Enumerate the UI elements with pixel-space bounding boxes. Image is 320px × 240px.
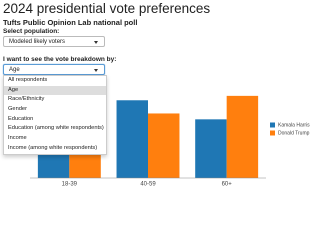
bar (195, 119, 227, 178)
dropdown-option[interactable]: Income (8, 135, 27, 142)
x-tick-label: 18-39 (62, 182, 78, 188)
dropdown-option[interactable]: Gender (8, 106, 27, 113)
legend-label: Donald Trump (278, 130, 310, 136)
page-subtitle: Tufts Public Opinion Lab national poll (3, 18, 138, 27)
bar (148, 113, 180, 178)
legend-label: Kamala Harris (278, 122, 310, 128)
dropdown-option[interactable]: All respondents (8, 77, 48, 83)
population-value: Modeled likely voters (9, 39, 66, 45)
dropdown-option[interactable]: Age (4, 85, 106, 96)
breakdown-options: All respondents Age Race/Ethnicity Gender Ed… (3, 75, 107, 155)
bar (116, 100, 148, 178)
legend-swatch (270, 122, 275, 128)
x-tick-label: 60+ (222, 182, 233, 188)
population-label: Select population: (3, 28, 60, 35)
page-title: 2024 presidential vote preferences (3, 1, 211, 16)
dropdown-option[interactable]: Income (among white respondents) (8, 144, 98, 151)
legend-swatch (270, 130, 275, 136)
x-tick-label: 40-59 (140, 182, 156, 188)
population-select[interactable]: Modeled likely voters (3, 36, 105, 47)
breakdown-value: Age (9, 67, 20, 73)
dropdown-option[interactable]: Race/Ethnicity (8, 96, 45, 103)
breakdown-label: I want to see the vote breakdown by: (3, 56, 117, 63)
bar (226, 95, 259, 178)
dropdown-option[interactable]: Education (among white respondents) (8, 125, 104, 132)
dropdown-option[interactable]: Education (8, 115, 34, 122)
breakdown-select[interactable]: Age (3, 64, 105, 75)
